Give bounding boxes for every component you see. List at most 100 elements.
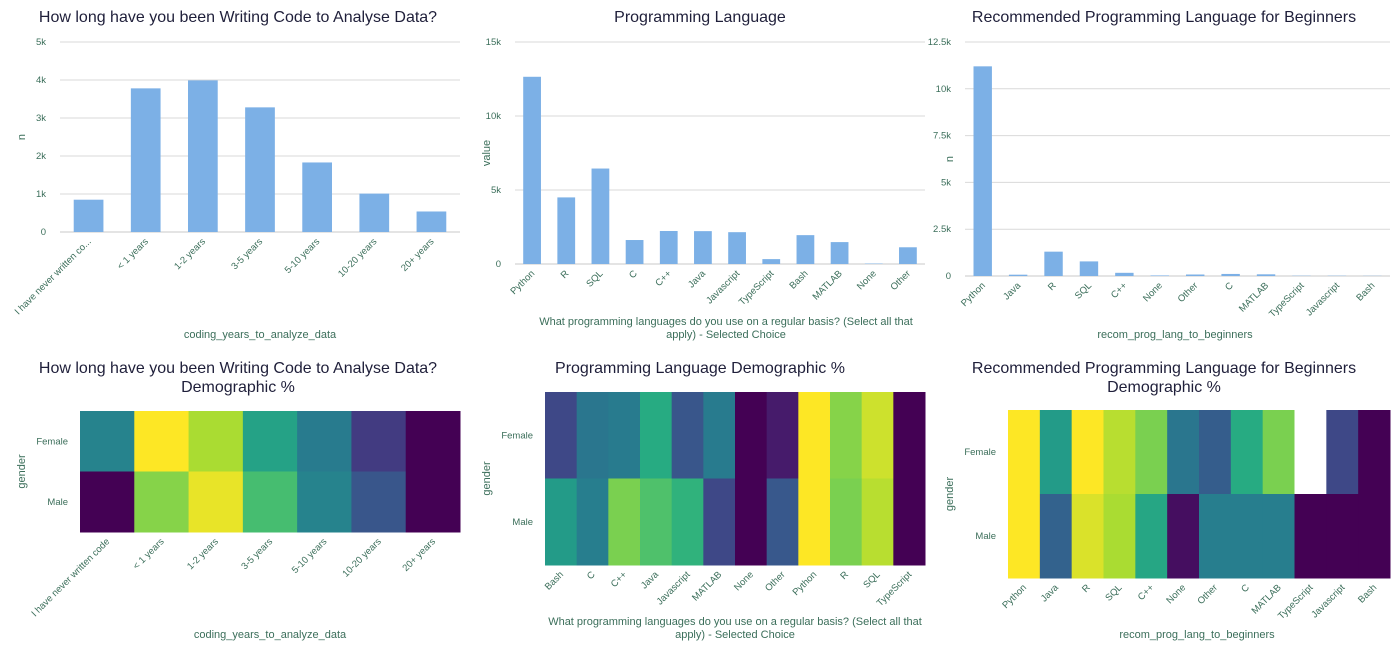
y-tick-label: 10k [936,84,952,95]
y-axis-title-6: gender [944,477,956,512]
x-tick-label: Bash [1356,582,1379,605]
bar-sql [591,168,610,264]
bar-r [1044,251,1063,276]
chart-title-4: How long have you been Writing Code to A… [39,360,437,377]
heat-cell-male-sql [1103,494,1136,579]
x-tick-label: SQL [861,569,882,590]
x-tick-label: I have never written code [29,536,112,619]
heat-cell-female-none [735,392,768,479]
y-tick-label: 10k [486,111,502,122]
x-tick-label: C [585,569,598,582]
bar-bash [796,235,815,264]
bar-chart-2: Programming Language 0 5k 10k 15k Python R SQL C… [481,9,925,341]
x-tick-label: Java [1001,280,1023,302]
heat-cell-male-r [830,478,863,566]
bar-java [1008,274,1028,276]
heat-cell-female-bash [1358,410,1391,495]
heat-cell-female-javascript [671,392,704,479]
heat-cell-male-c [1135,494,1168,579]
heat-cell-female-c [576,392,609,479]
x-tick-label: Other [763,569,788,594]
x-tick-label: 3-5 years [239,536,275,572]
heat-cell-female-other [766,392,799,479]
heat-cell-male-javascript [1326,494,1359,579]
y-tick-label: Male [512,517,533,528]
x-tick-label: None [1141,280,1165,304]
heat-cell-female-none [1167,410,1200,495]
heat-cell-male-c [608,478,641,566]
x-tick-label: 5-10 years [290,536,330,576]
heat-cell-female-10-20-years [351,411,407,472]
bar-python [523,76,541,264]
y-tick-label: Male [975,531,996,542]
y-tick-label: 0 [41,227,46,238]
heat-cell-female-javascript [1326,410,1359,495]
chart-title-6-line-2: Demographic % [1107,379,1221,396]
chart-title-3: Recommended Programming Language for Beg… [972,9,1356,26]
x-tick-label: Java [1039,582,1061,604]
heat-cell-male-r [1071,494,1104,579]
x-tick-label: TypeScript [1267,280,1307,320]
y-axis-title-3: n [944,156,956,162]
bar-other [1186,274,1205,276]
heat-cell-male-javascript [671,478,704,566]
heat-cell-male-5-10-years [297,471,352,533]
bar-5-10-years [302,162,332,232]
x-tick-label: Bash [1354,280,1377,303]
x-tick-label: C [1239,582,1252,595]
x-axis-title-1: coding_years_to_analyze_data [184,329,337,341]
bar-java [694,231,712,264]
heat-cell-male-c [1230,494,1264,579]
bar-typescript [762,259,781,264]
heatmap-chart-6: Recommended Programming Language for Beg… [944,360,1391,641]
x-axis-title-5: What programming languages do you use on… [548,616,922,628]
x-tick-label: Python [959,280,988,309]
x-tick-label: Python [791,569,820,598]
heat-cell-male-matlab [1262,494,1295,579]
bar-c [625,240,644,264]
heat-cell-female-r [1071,410,1104,495]
x-tick-label: Java [686,268,708,290]
y-tick-label: 12.5k [928,37,951,48]
x-tick-label: None [855,268,879,292]
heat-cell-male-python [798,478,831,566]
y-tick-label: 4k [36,75,46,86]
y-tick-label: 5k [491,185,501,196]
chart-title-6: Recommended Programming Language for Beg… [972,360,1356,377]
y-tick-label: Female [501,430,533,441]
bar-none [1150,275,1169,276]
y-tick-label: 3k [36,113,46,124]
y-axis-title-5: gender [481,461,493,496]
x-tick-label: Javascript [655,569,693,607]
x-tick-label: 1-2 years [172,236,208,272]
x-tick-label: Python [1000,582,1029,611]
x-tick-label: < 1 years [115,236,151,272]
x-tick-label: C++ [1136,582,1157,603]
heat-cell-male-java [1039,494,1073,579]
y-tick-label: Female [36,436,68,447]
y-axis-title-2: value [481,140,493,166]
heat-cell-male-java [640,478,673,566]
heat-cell-female-c [1135,410,1168,495]
heat-cell-male-10-20-years [351,471,407,533]
x-tick-label: TypeScript [737,268,777,308]
heat-cell-female-c [1230,410,1264,495]
x-tick-label: R [1046,280,1059,293]
chart-title-2: Programming Language [614,9,786,26]
heat-cell-male-1-years [134,471,190,533]
x-tick-label: 10-20 years [336,236,379,279]
heat-cell-female-python [1008,410,1041,495]
x-tick-label: TypeScript [1276,582,1316,622]
heat-cell-male-none [735,478,768,566]
x-axis-title-6: recom_prog_lang_to_beginners [1119,629,1275,641]
x-axis-title-4: coding_years_to_analyze_data [194,629,347,641]
x-tick-label: 10-20 years [340,536,383,579]
bar-20-years [416,211,447,232]
x-axis-title-3: recom_prog_lang_to_beginners [1097,329,1253,341]
heat-cell-female-r [830,392,863,479]
x-tick-label: MATLAB [811,268,845,302]
heat-cell-female-matlab [1262,410,1295,495]
heat-cell-male-c [576,478,609,566]
bar-10-20-years [359,193,390,232]
heat-cell-male-sql [861,478,894,566]
